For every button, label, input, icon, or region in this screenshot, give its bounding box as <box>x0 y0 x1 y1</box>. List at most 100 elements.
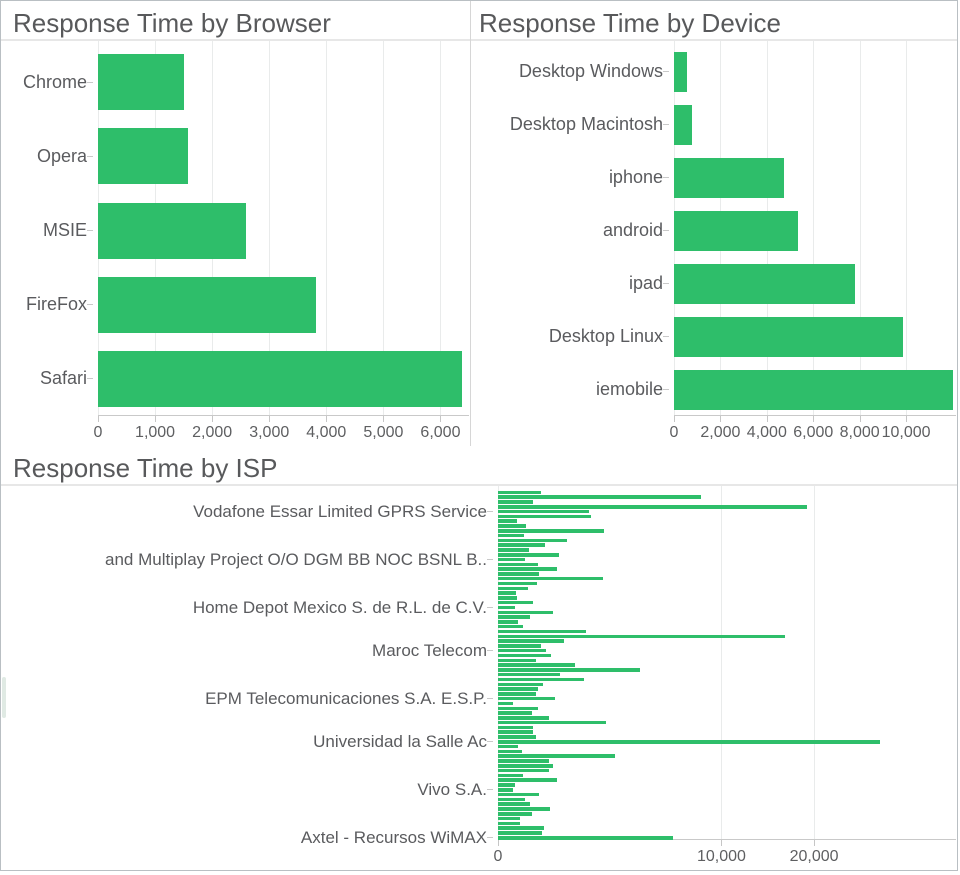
bar[interactable] <box>498 725 534 730</box>
bar[interactable] <box>498 557 526 562</box>
bar[interactable] <box>498 701 513 706</box>
bar[interactable] <box>674 210 799 251</box>
bar[interactable] <box>498 812 533 816</box>
bar[interactable] <box>498 538 568 543</box>
bar[interactable] <box>498 788 513 792</box>
bar-row <box>1 797 957 802</box>
bar[interactable] <box>498 605 516 610</box>
bar[interactable] <box>498 749 522 754</box>
axis-tick-mark <box>674 416 675 422</box>
bar[interactable] <box>498 696 555 701</box>
bar[interactable] <box>498 553 560 557</box>
bar[interactable] <box>498 514 592 519</box>
bar[interactable] <box>498 533 525 538</box>
bar[interactable] <box>498 529 604 533</box>
bar[interactable] <box>498 610 554 615</box>
bar[interactable] <box>498 759 549 763</box>
bar[interactable] <box>674 263 856 304</box>
bar[interactable] <box>498 692 537 696</box>
bar[interactable] <box>498 768 550 773</box>
axis-tick-mark <box>859 416 861 422</box>
bar[interactable] <box>498 644 541 648</box>
bar[interactable] <box>674 51 687 92</box>
bar[interactable] <box>98 54 184 111</box>
bar[interactable] <box>498 490 541 495</box>
bar[interactable] <box>674 157 785 198</box>
bar[interactable] <box>498 505 808 509</box>
bar[interactable] <box>498 778 558 782</box>
bar[interactable] <box>498 730 534 734</box>
bar[interactable] <box>498 816 521 821</box>
bar[interactable] <box>498 591 517 595</box>
bar[interactable] <box>674 104 693 145</box>
bar[interactable] <box>498 682 543 687</box>
bar-track <box>498 735 956 740</box>
bar[interactable] <box>498 581 538 586</box>
bar[interactable] <box>498 720 606 725</box>
bar[interactable] <box>498 524 526 528</box>
bar-row <box>1 562 957 567</box>
category-label: Desktop Linux <box>548 326 663 346</box>
bar[interactable] <box>498 783 516 787</box>
bar[interactable] <box>498 687 539 691</box>
bar[interactable] <box>498 543 546 547</box>
bar[interactable] <box>498 677 584 682</box>
bar[interactable] <box>498 624 523 629</box>
bar[interactable] <box>498 596 517 600</box>
bar[interactable] <box>498 639 565 643</box>
bar[interactable] <box>498 519 517 523</box>
axis-tick-mark <box>721 840 723 846</box>
bar[interactable] <box>498 615 530 619</box>
bar-row <box>1 658 957 663</box>
bar[interactable] <box>498 807 551 811</box>
bar[interactable] <box>674 316 903 357</box>
bar[interactable] <box>498 773 524 778</box>
bar[interactable] <box>498 586 528 591</box>
bar[interactable] <box>498 706 538 710</box>
bar[interactable] <box>498 629 586 634</box>
bar[interactable] <box>98 276 317 333</box>
bar-row <box>1 802 957 807</box>
bar[interactable] <box>498 826 544 830</box>
bar[interactable] <box>674 369 953 410</box>
bar[interactable] <box>498 548 530 552</box>
bar[interactable] <box>498 792 539 797</box>
bar[interactable] <box>498 663 575 667</box>
bar[interactable] <box>498 600 533 605</box>
bar[interactable] <box>498 562 539 567</box>
bar[interactable] <box>498 735 537 739</box>
bar[interactable] <box>498 576 603 581</box>
bar[interactable] <box>98 202 247 259</box>
bar[interactable] <box>498 836 673 840</box>
bar[interactable] <box>498 634 785 639</box>
bar[interactable] <box>498 802 530 806</box>
bar-row <box>1 538 957 543</box>
bar-track <box>498 648 956 653</box>
bar[interactable] <box>498 648 547 653</box>
bar[interactable] <box>498 821 520 826</box>
bar[interactable] <box>498 711 532 715</box>
bar[interactable] <box>498 744 518 749</box>
bar[interactable] <box>498 620 518 624</box>
bar-track <box>498 543 956 548</box>
bar[interactable] <box>498 740 881 744</box>
bar[interactable] <box>498 567 557 571</box>
bar[interactable] <box>498 672 560 677</box>
bar[interactable] <box>498 831 543 835</box>
bar[interactable] <box>498 653 552 658</box>
bar[interactable] <box>498 764 554 768</box>
bar[interactable] <box>498 668 640 672</box>
bar[interactable] <box>498 572 539 576</box>
bar[interactable] <box>498 797 525 802</box>
bar[interactable] <box>98 350 462 407</box>
bar[interactable] <box>498 754 616 758</box>
bar[interactable] <box>498 509 589 514</box>
bar[interactable] <box>498 716 550 720</box>
bar-row <box>1 591 957 596</box>
bar[interactable] <box>498 658 537 663</box>
scrollbar-thumb[interactable] <box>2 677 6 718</box>
bar[interactable] <box>98 128 188 185</box>
bar-track <box>674 98 956 151</box>
bar[interactable] <box>498 500 533 504</box>
bar[interactable] <box>498 495 702 499</box>
